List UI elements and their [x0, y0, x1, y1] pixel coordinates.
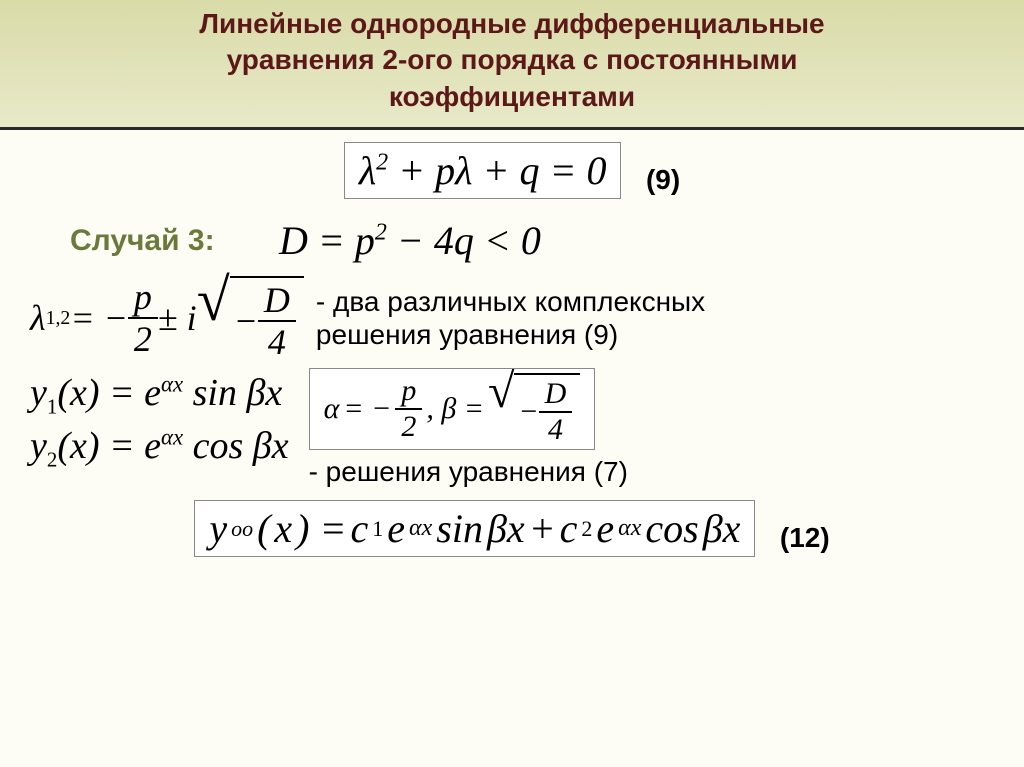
- y-solutions: y1(x) = eαx sin βx y2(x) = eαx cos βx: [30, 368, 289, 474]
- lambda-roots-row: λ1,2 = − p 2 ± i √ − D 4 - два различных…: [30, 276, 994, 360]
- equation-number-9: (9): [646, 164, 680, 196]
- case-label: Случай 3:: [70, 224, 215, 258]
- alpha-beta-block: α = − p 2 , β = √ − D 4: [309, 368, 994, 488]
- title-line-2: уравнения 2-ого порядка с постоянными: [20, 42, 1004, 78]
- alpha-beta-definitions: α = − p 2 , β = √ − D 4: [309, 368, 596, 450]
- general-solution-formula: yoo(x) = c1eαx sin βx + c2eαx cos βx: [194, 500, 755, 557]
- title-line-1: Линейные однородные дифференциальные: [20, 6, 1004, 42]
- slide-header: Линейные однородные дифференциальные ура…: [0, 0, 1024, 130]
- slide-content: λ2 + pλ + q = 0 (9) Случай 3: D = p2 − 4…: [0, 130, 1024, 569]
- characteristic-equation: λ2 + pλ + q = 0: [344, 142, 622, 199]
- title-line-3: коэффициентами: [20, 79, 1004, 115]
- p-over-2: p 2: [128, 279, 158, 357]
- y2-formula: y2(x) = eαx cos βx: [30, 421, 289, 474]
- solutions-7-description: - решения уравнения (7): [309, 456, 994, 488]
- discriminant-formula: D = p2 − 4q < 0: [279, 217, 541, 264]
- lambda-formula: λ1,2 = − p 2 ± i √ − D 4: [30, 276, 304, 360]
- y1-formula: y1(x) = eαx sin βx: [30, 368, 289, 421]
- general-solution-row: yoo(x) = c1eαx sin βx + c2eαx cos βx (12…: [30, 500, 994, 557]
- particular-solutions-row: y1(x) = eαx sin βx y2(x) = eαx cos βx α …: [30, 368, 994, 488]
- equation-number-12: (12): [780, 522, 830, 554]
- complex-roots-description: - два различных комплексных решения урав…: [316, 285, 705, 352]
- case-row: Случай 3: D = p2 − 4q < 0: [30, 217, 994, 264]
- characteristic-equation-row: λ2 + pλ + q = 0 (9): [30, 142, 994, 199]
- sqrt-minus-D-4: √ − D 4: [197, 276, 304, 360]
